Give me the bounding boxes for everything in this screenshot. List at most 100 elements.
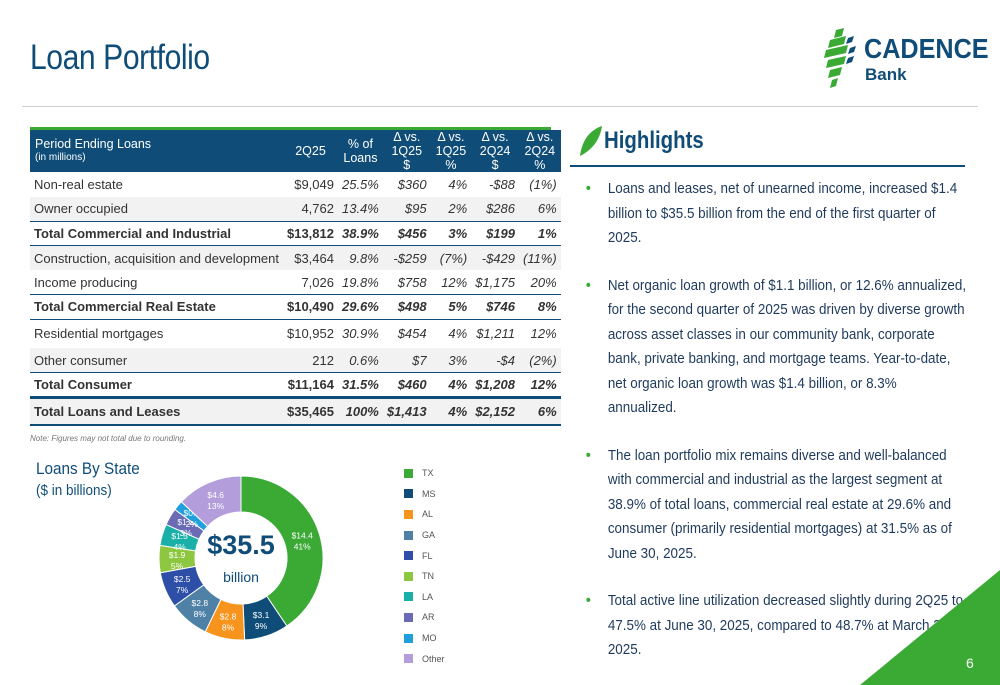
donut-value-label: $3.1 [253,610,270,620]
page-title: Loan Portfolio [30,38,210,77]
donut-slice-tn [158,544,197,574]
page-number: 6 [966,655,974,671]
chart-subtitle: ($ in billions) [36,482,112,499]
donut-value-label: $2.5 [174,574,191,584]
legend-label: Other [422,653,445,664]
donut-value-label: $0.7 [184,508,201,518]
donut-slice-fl [159,565,205,607]
logo-bank-label: Bank [865,65,907,84]
legend-swatch [404,530,413,540]
donut-percent-label: 7% [176,585,189,595]
legend-label: AL [422,509,434,520]
legend-label: TX [422,468,434,479]
table-row: Residential mortgages $10,952 30.9% $454… [34,326,557,342]
donut-percent-label: 4% [173,542,186,552]
legend-swatch [404,489,413,499]
legend-swatch [404,654,413,664]
chart-legend: TX MS AL GA FL TN LA AR MO Other [404,463,445,669]
table-total-row: Total Commercial and Industrial $13,812 … [30,220,561,246]
legend-swatch [404,468,413,478]
logo-wordmark: CADENCE [864,33,989,64]
legend-swatch [404,551,413,561]
highlights-list: Loans and leases, net of unearned income… [583,177,968,685]
donut-percent-label: 2% [186,519,199,529]
legend-item-al: AL [404,504,445,525]
loan-table: Period Ending Loans (in millions) 2Q25 %… [30,130,561,426]
donut-slice-ga [173,584,222,633]
header-delta-2q24-dollar: Δ vs. 2Q24 $ [471,130,519,172]
donut-percent-label: 5% [171,561,184,571]
legend-label: GA [422,530,436,541]
header-delta-1q25-pct: Δ vs. 1Q25 % [430,130,472,172]
table-row: Construction, acquisition and developmen… [30,245,561,270]
table-row: Non-real estate $9,049 25.5% $360 4% -$8… [34,176,557,192]
corner-accent [860,570,1000,685]
logo-mark-icon [824,28,856,88]
highlight-item: Loans and leases, net of unearned income… [583,177,968,251]
header-pct-loans: % of Loans [337,130,383,172]
table-row: Income producing 7,026 19.8% $758 12% $1… [34,274,557,290]
table-header-row: Period Ending Loans (in millions) 2Q25 %… [30,130,561,172]
table-grand-total-row: Total Loans and Leases $35,465 100% $1,4… [30,395,561,426]
legend-item-ga: GA [404,525,445,546]
legend-swatch [404,592,413,602]
donut-slice-al [204,598,246,641]
legend-item-la: LA [404,587,445,608]
legend-item-tx: TX [404,463,445,484]
donut-value-label: $2.8 [220,612,237,622]
donut-percent-label: 9% [255,621,268,631]
legend-label: AR [422,612,435,623]
donut-percent-label: 3% [180,528,193,538]
header-delta-1q25-dollar: Δ vs. 1Q25 $ [382,130,431,172]
highlight-item: Net organic loan growth of $1.1 billion,… [583,274,968,421]
header-period: Period Ending Loans (in millions) [30,130,283,172]
highlight-item: Total active line utilization decreased … [583,589,968,663]
legend-label: MO [422,633,437,644]
legend-item-ar: AR [404,607,445,628]
leaf-icon [580,126,602,156]
table-row: Owner occupied 4,762 13.4% $95 2% $286 6… [30,196,561,221]
table-accent-bar [30,127,551,130]
donut-value-label: $1.9 [169,550,186,560]
donut-slice-mo [174,501,209,532]
donut-percent-label: 41% [294,541,311,551]
legend-item-other: Other [404,648,445,669]
legend-item-ms: MS [404,484,445,505]
legend-label: LA [422,591,434,602]
title-divider [22,106,978,107]
legend-label: TN [422,571,434,582]
donut-slice-ar [165,508,205,540]
table-row: Other consumer 212 0.6% $7 3% -$4 (2%) [30,348,561,373]
highlight-item: The loan portfolio mix remains diverse a… [583,444,968,567]
header-2q25: 2Q25 [282,130,338,172]
donut-slice-la [159,523,200,552]
donut-value-label: $1.5 [171,531,188,541]
table-footnote: Note: Figures may not total due to round… [30,434,187,443]
donut-percent-label: 8% [222,623,235,633]
legend-item-mo: MO [404,628,445,649]
donut-slice-ms [242,595,288,641]
donut-center-value: $35.5 [207,530,275,560]
header-delta-2q24-pct: Δ vs. 2Q24 % [518,130,561,172]
donut-value-label: $1.2 [177,517,194,527]
donut-value-label: $14.4 [292,530,314,540]
legend-item-tn: TN [404,566,445,587]
legend-swatch [404,612,413,622]
donut-percent-label: 8% [194,609,207,619]
donut-value-label: $4.6 [207,490,224,500]
donut-center-unit: billion [223,569,259,585]
highlights-title: Highlights [604,127,704,154]
legend-label: MS [422,488,436,499]
loan-table-container: Period Ending Loans (in millions) 2Q25 %… [30,127,561,426]
highlights-divider [570,165,965,167]
legend-swatch [404,509,413,519]
legend-swatch [404,633,413,643]
cadence-logo: CADENCE Bank [822,28,989,92]
donut-slice-other [180,475,242,528]
chart-title: Loans By State [36,459,140,478]
legend-item-fl: FL [404,545,445,566]
donut-percent-label: 13% [207,501,224,511]
donut-value-label: $2.8 [192,598,209,608]
legend-label: FL [422,550,433,561]
legend-swatch [404,571,413,581]
